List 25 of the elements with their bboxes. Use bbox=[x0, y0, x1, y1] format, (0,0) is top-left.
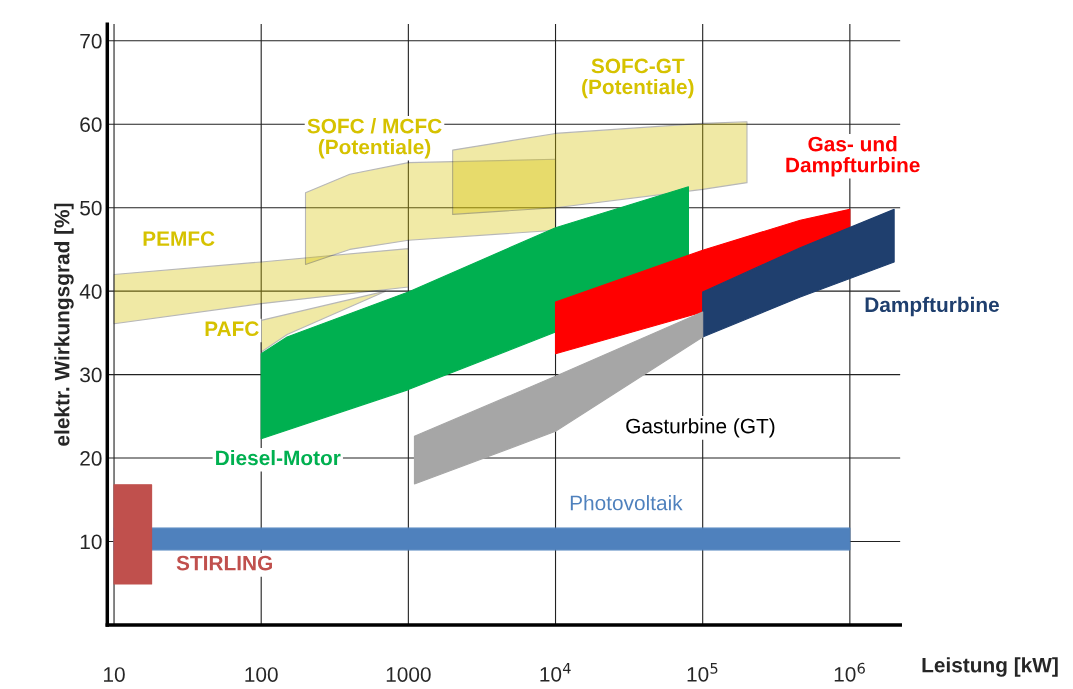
y-tick-label: 60 bbox=[80, 117, 102, 132]
series-label: Dampfturbine bbox=[865, 296, 999, 317]
x-tick-label: 10 bbox=[104, 667, 125, 682]
y-tick-label: 40 bbox=[79, 284, 102, 299]
x-tick-label: 10$^{6}$ bbox=[834, 662, 865, 682]
y-tick-label: 30 bbox=[80, 367, 102, 383]
y-tick-label: 10 bbox=[80, 534, 102, 550]
x-tick-label: 1000 bbox=[386, 667, 431, 682]
y-tick-label: 50 bbox=[80, 200, 102, 216]
y-tick-label: 20 bbox=[80, 451, 102, 466]
x-tick-label: 10$^{5}$ bbox=[687, 662, 718, 682]
text: Gas- und Dampfturbine bbox=[786, 136, 920, 177]
x-tick-label: 100 bbox=[245, 667, 278, 682]
series-label: Gasturbine (GT) bbox=[626, 418, 775, 438]
series-label: Photovoltaik bbox=[570, 495, 683, 511]
y-axis-title: elektr. Wirkungsgrad [%] bbox=[54, 203, 74, 446]
series-label: SOFC / MCFC (Potentiale) bbox=[307, 118, 442, 159]
series-label: SOFC-GT (Potentiale) bbox=[582, 58, 694, 99]
x-tick-label: 10$^{4}$ bbox=[540, 662, 571, 682]
series-label: PAFC bbox=[205, 321, 259, 337]
y-tick-label: 70 bbox=[80, 33, 102, 49]
series-label: PEMFC bbox=[143, 231, 215, 246]
x-axis-title: Leistung [kW] bbox=[922, 657, 1058, 677]
series-label: Diesel-Motor bbox=[216, 449, 341, 466]
series-label: STIRLING bbox=[176, 555, 272, 571]
